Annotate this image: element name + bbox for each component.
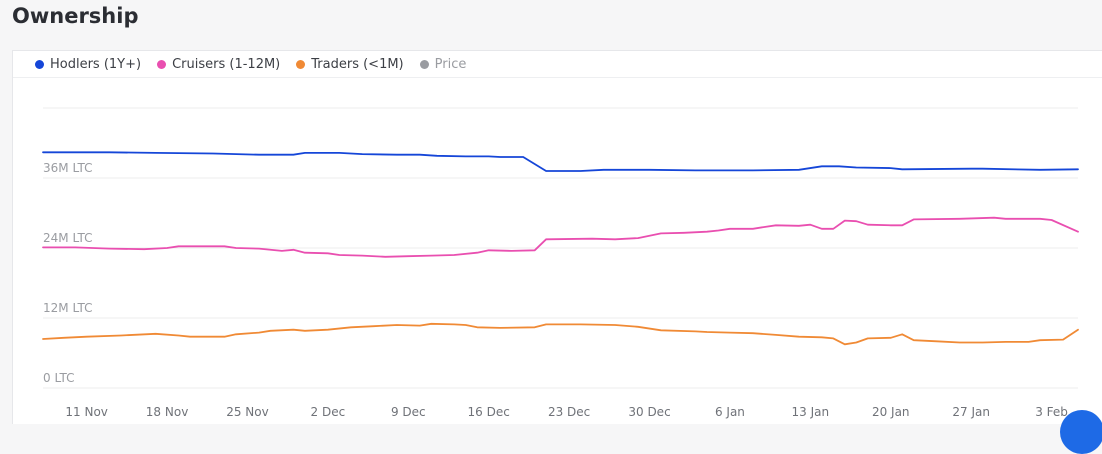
legend-dot-icon: [35, 59, 44, 69]
legend-item-hodlers-1y[interactable]: Hodlers (1Y+): [35, 57, 141, 72]
ownership-chart-card: Hodlers (1Y+) Cruisers (1-12M) Traders (<1…: [12, 50, 1102, 424]
series-line-traders-1m: [42, 322, 1079, 346]
chat-button[interactable]: [1060, 410, 1102, 454]
x-tick-label: 6 Jan: [715, 405, 745, 419]
chart-legend: Hodlers (1Y+) Cruisers (1-12M) Traders (<1…: [35, 51, 466, 77]
section-title: Ownership: [12, 4, 139, 28]
y-tick-label: 36M LTC: [43, 161, 92, 175]
legend-label: Hodlers (1Y+): [50, 56, 142, 72]
legend-item-price[interactable]: Price: [419, 56, 467, 72]
x-tick-label: 18 Nov: [146, 405, 189, 419]
y-tick-label: 12M LTC: [43, 301, 92, 315]
series-line-cruisers-1-12m: [42, 216, 1079, 258]
x-tick-label: 2 Dec: [311, 405, 346, 419]
x-tick-label: 27 Jan: [952, 405, 990, 419]
y-tick-label: 24M LTC: [43, 231, 92, 245]
x-tick-label: 9 Dec: [391, 405, 426, 419]
x-tick-label: 30 Dec: [628, 405, 670, 419]
x-tick-label: 3 Feb: [1035, 405, 1068, 419]
legend-item-cruisers-1-12m[interactable]: Cruisers (1-12M): [157, 57, 280, 72]
x-tick-label: 13 Jan: [792, 405, 830, 419]
x-tick-label: 16 Dec: [468, 405, 510, 419]
legend-label: Cruisers (1-12M): [172, 56, 281, 72]
legend-dot-icon: [296, 59, 306, 69]
legend-label: Traders (<1M): [311, 56, 404, 72]
legend-label: Price: [434, 56, 467, 72]
series-line-hodlers-1y: [42, 151, 1079, 172]
legend-dot-icon: [419, 59, 429, 69]
legend-dot-icon: [157, 59, 167, 69]
legend-divider: [13, 77, 1102, 78]
x-tick-label: 25 Nov: [226, 405, 269, 419]
x-tick-label: 20 Jan: [872, 405, 910, 419]
y-tick-label: 0 LTC: [43, 371, 75, 385]
x-tick-label: 11 Nov: [65, 405, 108, 419]
ownership-line-chart: 0 LTC 12M LTC 24M LTC 36M LTC 11 Nov 18 Nov 25…: [42, 107, 1079, 419]
legend-item-traders-1m[interactable]: Traders (<1M): [296, 56, 404, 72]
x-tick-label: 23 Dec: [548, 405, 590, 419]
